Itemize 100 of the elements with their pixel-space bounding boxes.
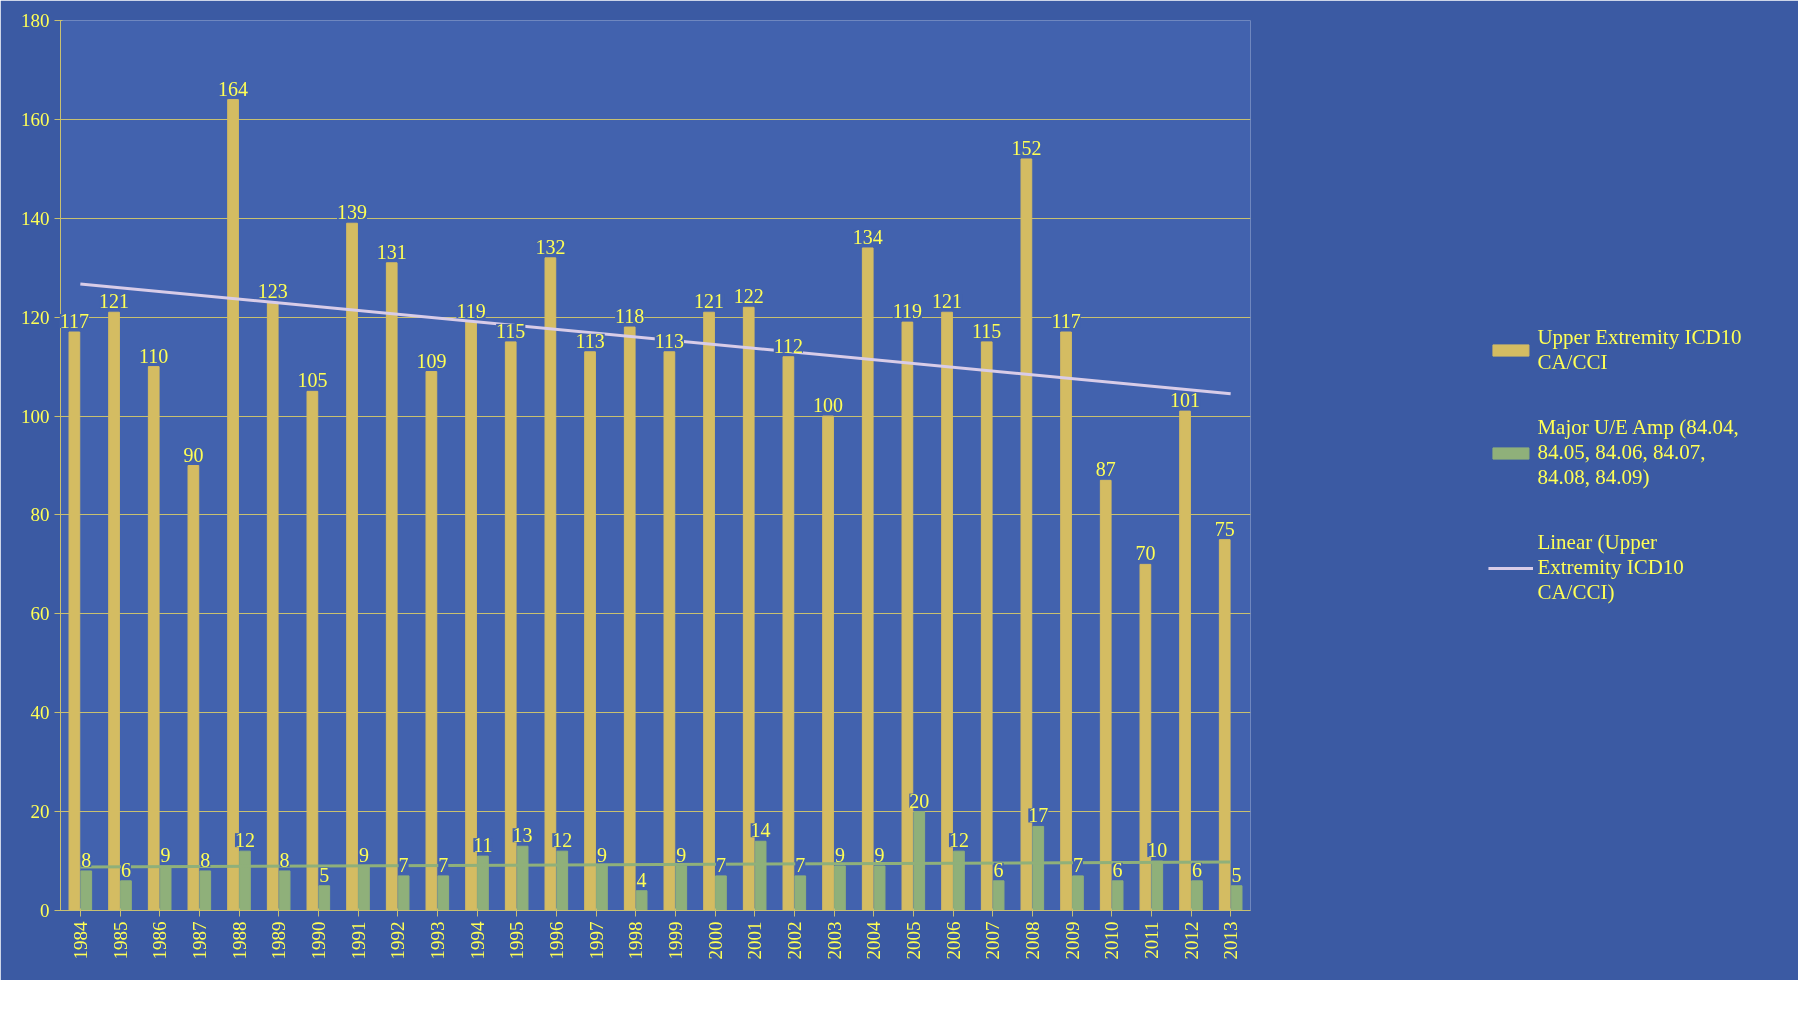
x-tick-label: 2002 <box>783 921 805 960</box>
data-label: 8 <box>200 848 211 871</box>
bar <box>1072 875 1084 911</box>
bar <box>1191 880 1203 911</box>
data-label: 100 <box>813 394 844 417</box>
bar <box>318 885 331 911</box>
bar <box>992 880 1005 911</box>
bar <box>1060 331 1072 911</box>
data-label: 6 <box>1191 858 1202 881</box>
x-tick-label: 1994 <box>466 921 488 960</box>
x-tick-label: 2008 <box>1021 921 1043 960</box>
data-label: 117 <box>1051 310 1081 332</box>
data-label: 8 <box>279 848 290 871</box>
data-label: 119 <box>892 300 923 323</box>
bar <box>715 875 727 911</box>
bar <box>1111 880 1124 911</box>
data-label: 13 <box>512 824 533 847</box>
bar <box>782 356 795 911</box>
y-tick-label: 180 <box>21 10 50 31</box>
data-label: 10 <box>1147 839 1168 862</box>
data-label: 12 <box>234 829 255 852</box>
data-label: 9 <box>874 844 885 866</box>
x-tick-label: 2006 <box>942 921 964 960</box>
data-label: 118 <box>615 305 645 328</box>
bar <box>1218 539 1231 911</box>
data-label: 4 <box>636 868 647 891</box>
data-label: 8 <box>81 848 92 871</box>
data-label: 109 <box>416 349 447 372</box>
data-label: 7 <box>795 853 806 876</box>
y-tick-label: 80 <box>30 504 50 526</box>
bar <box>1179 410 1191 911</box>
data-label: 9 <box>834 844 845 866</box>
x-tick-label: 2001 <box>744 921 766 960</box>
data-label: 115 <box>496 319 526 342</box>
bar <box>80 870 93 911</box>
x-tick-label: 1998 <box>625 921 647 960</box>
y-tick-label: 20 <box>30 801 50 823</box>
data-label: 122 <box>733 285 764 308</box>
legend-label: Major U/E Amp (84.04, 84.05, 84.06, 84.07, 84.08, 84.09) <box>1537 415 1739 490</box>
data-label: 112 <box>773 334 804 357</box>
data-label: 17 <box>1028 804 1049 827</box>
data-label: 121 <box>932 290 963 313</box>
data-label: 6 <box>120 858 131 881</box>
x-tick-label: 1988 <box>228 921 250 960</box>
data-label: 115 <box>972 319 1002 342</box>
bar <box>822 415 834 911</box>
bar <box>385 262 398 911</box>
x-tick-label: 1992 <box>387 921 409 960</box>
data-label: 131 <box>376 240 407 263</box>
legend-label: Linear (Upper Extremity ICD10 CA/CCI) <box>1537 530 1684 605</box>
x-tick-label: 1985 <box>109 921 131 960</box>
x-tick-label: 2000 <box>704 921 726 960</box>
bar <box>980 341 993 911</box>
data-label: 110 <box>139 344 169 367</box>
x-tick-label: 2005 <box>902 921 924 960</box>
data-label: 20 <box>909 789 930 812</box>
bar <box>584 351 596 911</box>
x-tick-label: 2007 <box>982 921 1004 960</box>
data-label: 11 <box>473 834 493 857</box>
data-label: 7 <box>398 853 409 876</box>
data-label: 9 <box>358 844 369 866</box>
legend-label: Upper Extremity ICD10 CA/CCI <box>1537 325 1742 375</box>
data-label: 7 <box>1072 853 1083 876</box>
bar <box>227 99 239 911</box>
bar <box>266 301 279 911</box>
data-label: 12 <box>552 829 573 852</box>
data-label: 7 <box>438 853 449 876</box>
data-label: 113 <box>654 329 685 352</box>
data-label: 101 <box>1170 389 1201 412</box>
data-label: 90 <box>183 443 204 466</box>
bar <box>120 880 132 911</box>
data-label: 14 <box>750 819 771 842</box>
data-label: 75 <box>1214 517 1235 540</box>
data-label: 5 <box>1231 863 1242 886</box>
bar <box>108 311 120 911</box>
x-tick-label: 1997 <box>585 921 607 960</box>
bar <box>397 875 410 911</box>
data-label: 164 <box>218 77 249 100</box>
data-label: 6 <box>993 858 1004 881</box>
data-label: 105 <box>297 369 328 392</box>
data-label: 12 <box>948 829 969 852</box>
x-tick-label: 1999 <box>664 921 686 960</box>
bar <box>199 870 212 911</box>
x-tick-label: 1991 <box>347 921 369 960</box>
x-tick-label: 1987 <box>188 921 210 960</box>
bar <box>1230 885 1243 911</box>
x-tick-label: 2004 <box>863 921 885 960</box>
bar <box>147 366 160 911</box>
x-tick-label: 1993 <box>426 921 448 960</box>
bar <box>1099 479 1112 911</box>
bar <box>187 465 200 911</box>
data-label: 70 <box>1135 542 1156 565</box>
data-label: 119 <box>456 300 486 323</box>
y-tick-label: 100 <box>21 405 50 427</box>
y-tick-label: 0 <box>40 900 50 921</box>
data-label: 6 <box>1112 858 1123 881</box>
data-label: 9 <box>676 844 687 866</box>
x-tick-label: 2013 <box>1220 921 1242 960</box>
bar <box>437 875 450 911</box>
data-label: 7 <box>715 853 726 876</box>
